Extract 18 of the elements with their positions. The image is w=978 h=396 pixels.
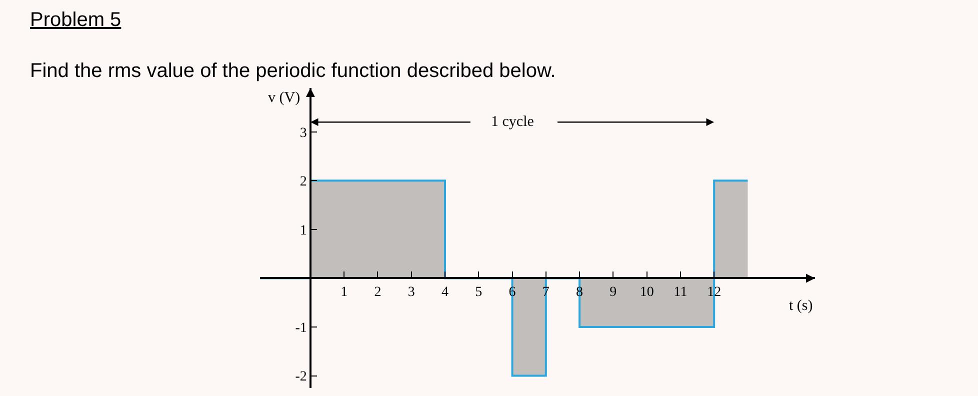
x-tick-label: 1 [340, 284, 348, 300]
y-tick-label: -2 [295, 370, 307, 385]
y-tick-label: 1 [300, 223, 307, 238]
y-tick-label: -1 [295, 320, 307, 336]
x-tick-label: 3 [408, 284, 415, 300]
x-tick-label: 11 [674, 284, 688, 300]
x-tick-label: 4 [442, 284, 448, 300]
x-tick-label: 9 [610, 284, 617, 300]
x-tick-label: 2 [374, 284, 382, 300]
x-tick-label: 5 [475, 284, 482, 300]
x-tick-label: 10 [640, 284, 654, 300]
chart-subtitle: Find the rms value of the periodic function described below. [30, 60, 556, 82]
y-tick-label: 2 [300, 174, 307, 190]
y-tick-label: 3 [300, 126, 307, 141]
annotation: 1 cycle [491, 114, 534, 130]
y-axis-title: v (V) [268, 90, 300, 106]
text: Problem 5 [30, 9, 122, 31]
x-axis-title: t (s) [789, 298, 813, 314]
